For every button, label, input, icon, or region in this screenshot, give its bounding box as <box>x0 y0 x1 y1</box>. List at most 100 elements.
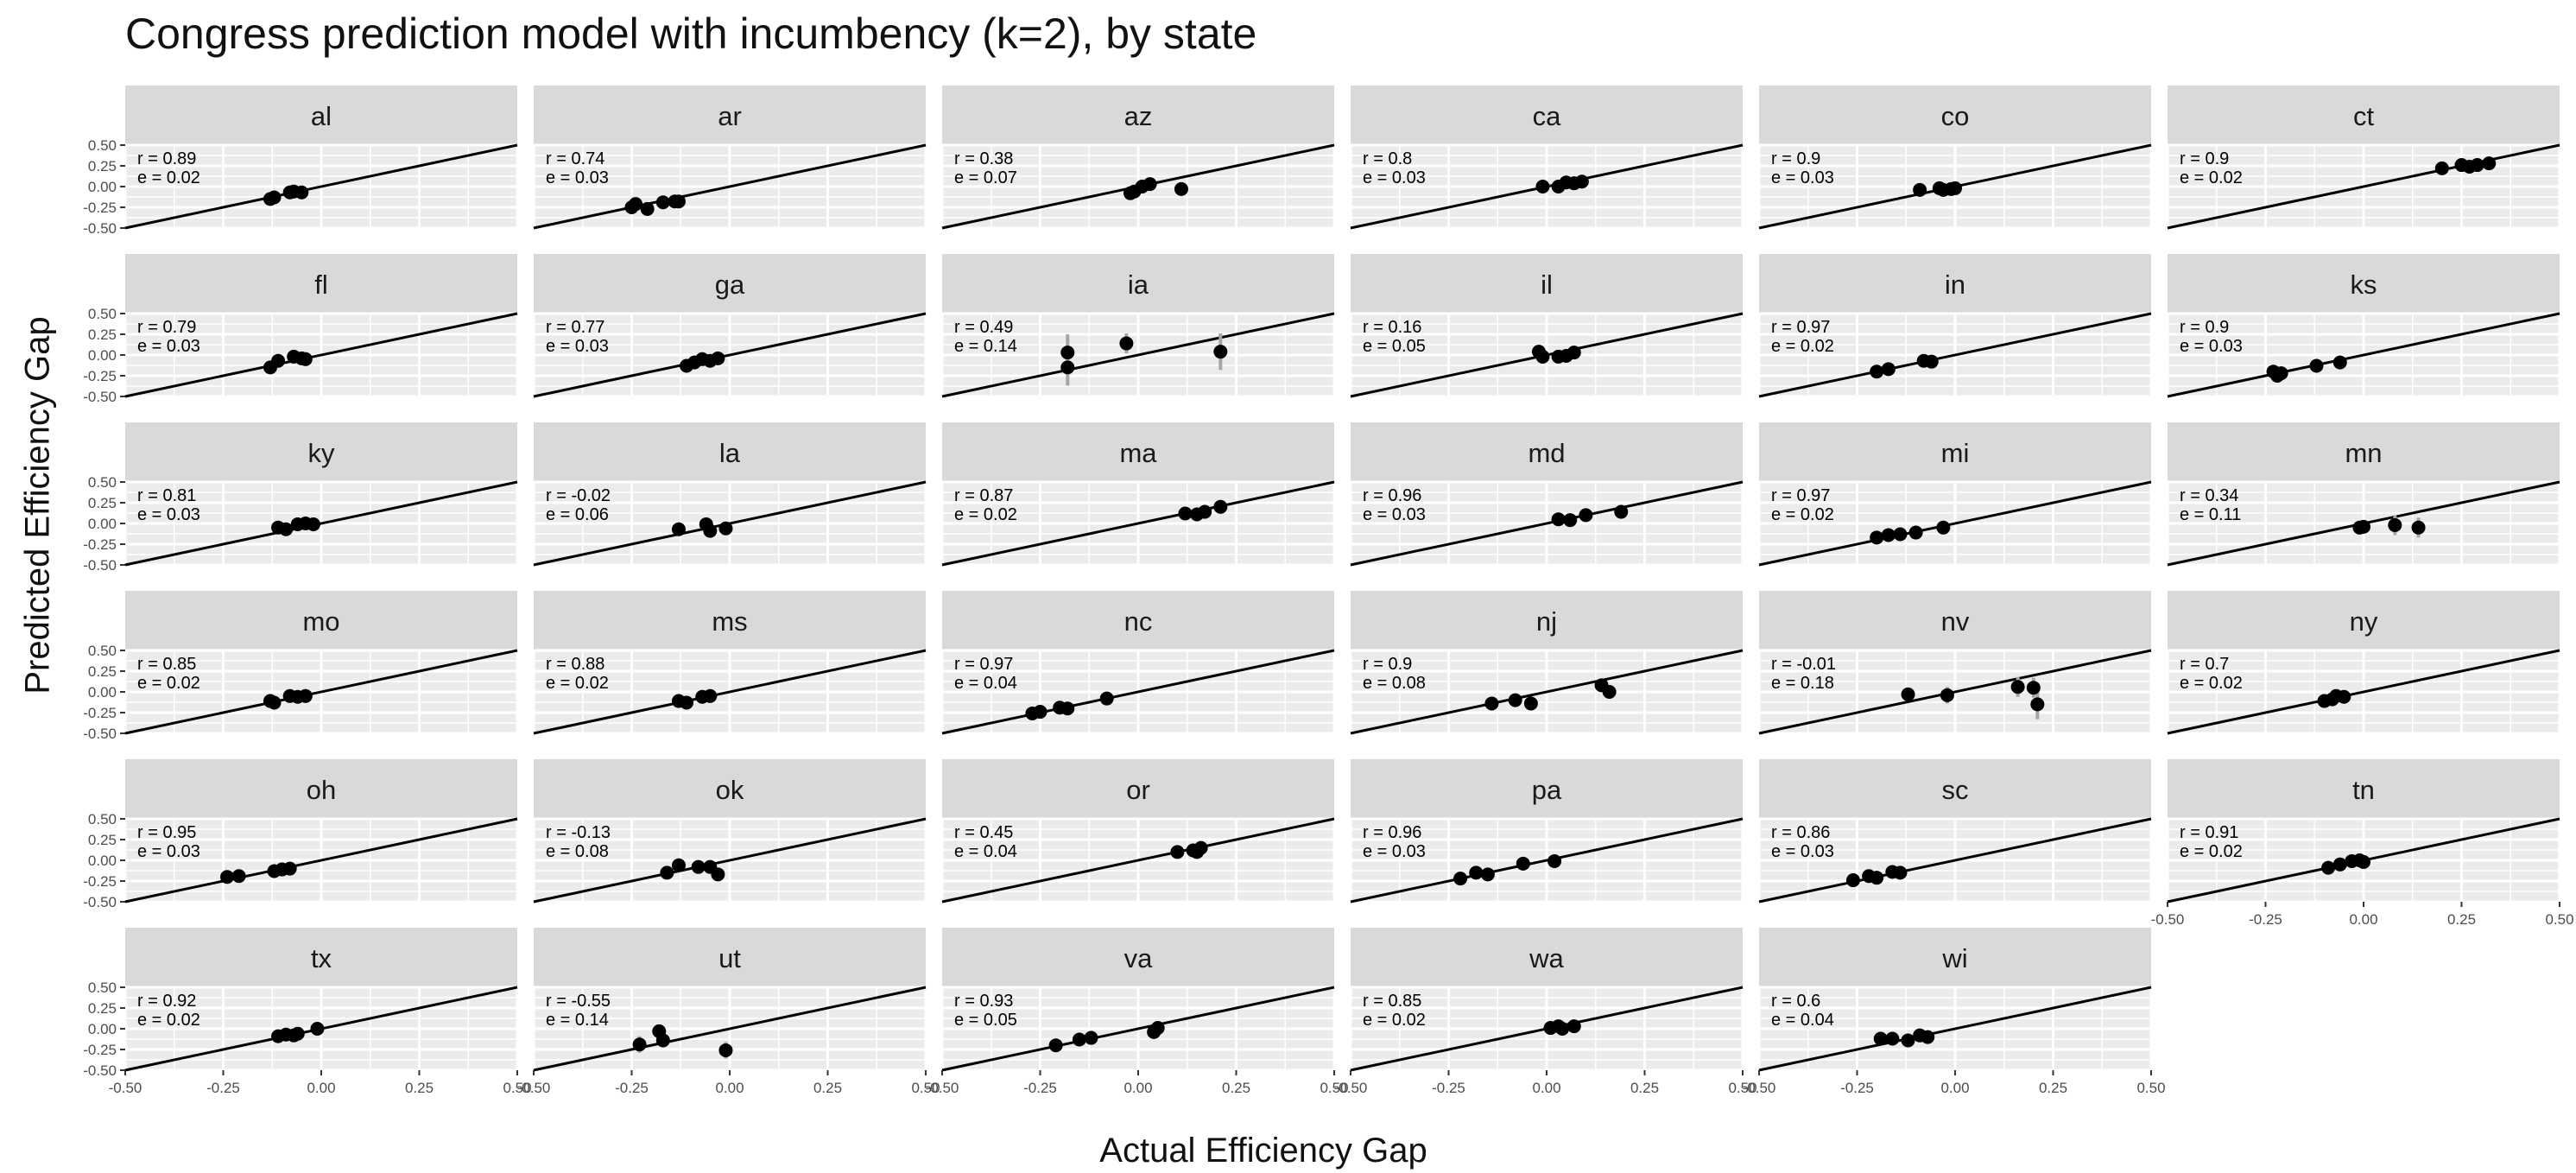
data-point <box>1508 693 1522 707</box>
facet-strip <box>125 86 517 145</box>
data-point <box>1516 856 1530 871</box>
facet-panel: al r = 0.89e = 0.02 0.50 0.25 0.00 -0.25 -0.50 <box>83 86 519 237</box>
reference-line <box>124 649 518 735</box>
data-point <box>1870 871 1884 885</box>
facet-panel: va r = 0.93e = 0.05 -0.50 -0.25 0.00 0.25 0.50 <box>926 928 1349 1096</box>
data-point <box>2274 366 2288 381</box>
x-tick-label: 0.50 <box>2545 911 2573 928</box>
facet-panel: fl r = 0.79e = 0.03 0.50 0.25 0.00 -0.25 -0.50 <box>83 254 519 405</box>
facet-panel: sc r = 0.86e = 0.03 <box>1757 759 2153 904</box>
facet-strip <box>125 759 517 819</box>
reference-line <box>533 986 927 1072</box>
data-point <box>220 870 235 885</box>
facet-panel: ca r = 0.8e = 0.03 <box>1349 86 1744 230</box>
e-annotation: e = 0.02 <box>2180 674 2243 693</box>
facet-strip-label: ky <box>308 438 336 468</box>
facet-strip <box>942 254 1334 314</box>
x-tick-label: 0.00 <box>1532 1080 1560 1096</box>
x-tick-label: 0.50 <box>1728 1080 1756 1096</box>
data-point <box>1174 181 1188 196</box>
data-point <box>1193 840 1208 855</box>
reference-line <box>1758 986 2152 1072</box>
facet-strip <box>2168 254 2560 314</box>
y-tick-label: 0.00 <box>88 516 117 532</box>
facet-strip-label: oh <box>307 775 336 805</box>
reference-line <box>124 312 518 398</box>
r-annotation: r = -0.55 <box>546 992 611 1011</box>
facet-strip <box>942 928 1334 987</box>
reference-line <box>124 480 518 567</box>
data-point <box>632 1037 647 1052</box>
data-point <box>718 1043 733 1057</box>
facet-strip-label: mo <box>302 606 339 637</box>
facet-strip-label: nv <box>1941 606 1970 637</box>
facet-panel: nj r = 0.9e = 0.08 <box>1349 591 1744 735</box>
y-tick-label: -0.50 <box>83 894 117 910</box>
data-point <box>1099 691 1114 706</box>
facet-strip-label: ct <box>2353 101 2375 131</box>
r-annotation: r = 0.9 <box>1771 149 1820 168</box>
facet-panel: in r = 0.97e = 0.02 <box>1757 254 2153 398</box>
facet-panel: wi r = 0.6e = 0.04 -0.50 -0.25 0.00 0.25 0.50 <box>1743 928 2166 1096</box>
y-tick-label: 0.25 <box>88 832 117 848</box>
data-point <box>1614 504 1629 519</box>
r-annotation: r = 0.97 <box>954 655 1013 674</box>
data-point <box>1870 365 1884 379</box>
facet-strip <box>2168 591 2560 650</box>
y-tick-label: 0.50 <box>88 306 117 322</box>
facet-strip <box>942 759 1334 819</box>
r-annotation: r = 0.91 <box>2180 823 2238 842</box>
x-tick-label: 0.00 <box>1123 1080 1152 1096</box>
data-point <box>1547 853 1562 868</box>
y-tick-label: -0.50 <box>83 726 117 742</box>
data-point <box>671 194 686 209</box>
r-annotation: r = 0.34 <box>2180 486 2238 505</box>
x-tick-label: -0.50 <box>1743 1080 1776 1096</box>
data-point <box>2357 854 2370 869</box>
data-point <box>671 858 686 872</box>
data-point <box>1213 499 1228 514</box>
r-annotation: r = 0.96 <box>1363 823 1421 842</box>
x-tick-label: -0.25 <box>1023 1080 1057 1096</box>
r-annotation: r = 0.8 <box>1363 149 1412 168</box>
r-annotation: r = 0.45 <box>954 823 1013 842</box>
x-tick-label: -0.25 <box>2249 911 2282 928</box>
data-point <box>2332 857 2347 872</box>
x-tick-label: -0.50 <box>1334 1080 1368 1096</box>
r-annotation: r = 0.9 <box>2180 149 2229 168</box>
data-point <box>655 1033 670 1048</box>
r-annotation: r = 0.6 <box>1771 992 1820 1011</box>
r-annotation: r = 0.74 <box>546 149 604 168</box>
data-point <box>1845 873 1860 888</box>
r-annotation: r = -0.02 <box>546 486 611 505</box>
facet-panel: la r = -0.02e = 0.06 <box>532 422 927 567</box>
r-annotation: r = 0.97 <box>1771 486 1830 505</box>
r-annotation: r = 0.87 <box>954 486 1013 505</box>
facet-strip-label: sc <box>1942 775 1969 805</box>
data-point <box>1893 527 1908 542</box>
facet-strip-label: il <box>1541 269 1553 300</box>
facet-panel: ky r = 0.81e = 0.03 0.50 0.25 0.00 -0.25 -0.50 <box>83 422 519 574</box>
facet-strip-label: fl <box>314 269 328 300</box>
y-tick-label: -0.25 <box>83 536 117 553</box>
reference-line <box>1758 480 2152 567</box>
r-annotation: r = 0.92 <box>137 992 196 1011</box>
data-point <box>2026 681 2041 695</box>
data-point <box>1574 174 1589 189</box>
y-tick-label: 0.25 <box>88 158 117 174</box>
r-annotation: r = -0.01 <box>1771 655 1836 674</box>
data-point <box>1563 513 1578 528</box>
facet-panel: mo r = 0.85e = 0.02 0.50 0.25 0.00 -0.25 -0.50 <box>83 591 519 742</box>
facet-panel: tn r = 0.91e = 0.02 -0.50 -0.25 0.00 0.25 0.50 <box>2151 759 2574 928</box>
x-tick-label: -0.25 <box>206 1080 240 1096</box>
facet-panel: mi r = 0.97e = 0.02 <box>1757 422 2153 567</box>
facet-panel: tx r = 0.92e = 0.02 0.50 0.25 0.00 -0.25 -0.50… <box>83 928 532 1096</box>
y-tick-label: 0.00 <box>88 684 117 701</box>
e-annotation: e = 0.08 <box>1363 674 1426 693</box>
data-point <box>1048 1038 1063 1053</box>
x-tick-label: 0.25 <box>1222 1080 1250 1096</box>
data-point <box>1551 512 1566 527</box>
data-point <box>711 351 725 365</box>
data-point <box>1170 845 1185 859</box>
